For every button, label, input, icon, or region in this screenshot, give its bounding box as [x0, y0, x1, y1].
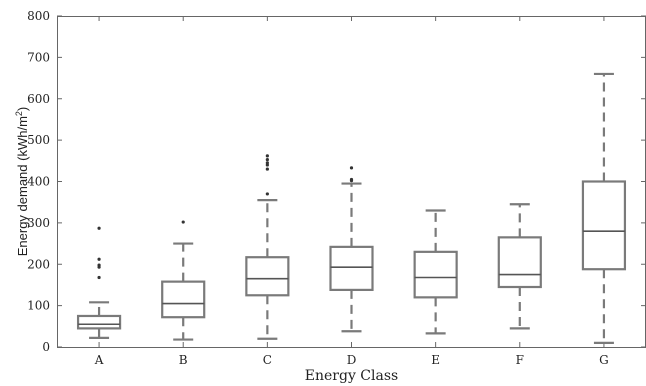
box-G	[581, 72, 627, 344]
y-tick-label: 700	[27, 50, 50, 64]
outlier-point	[265, 154, 269, 158]
x-tick-label: E	[431, 353, 440, 367]
y-axis-title: Energy demand (kWh/m2)	[14, 107, 30, 257]
outlier-point	[97, 263, 101, 267]
box-A	[76, 226, 122, 339]
outlier-point	[349, 177, 354, 182]
box-iqr	[497, 236, 542, 289]
box-B	[161, 220, 206, 341]
x-tick-label: A	[94, 353, 104, 367]
outlier-point	[349, 166, 354, 170]
x-tick-label: G	[599, 353, 609, 367]
outlier-point	[97, 257, 101, 261]
outlier-point	[265, 192, 269, 196]
box-E	[413, 209, 458, 335]
x-tick-label: D	[347, 353, 357, 367]
y-tick-label: 300	[27, 216, 50, 230]
x-tick-label: C	[263, 353, 272, 367]
outlier-point	[265, 157, 269, 162]
y-tick-label: 100	[27, 299, 50, 313]
outlier-point	[97, 275, 101, 280]
box-iqr	[329, 245, 374, 292]
y-axis-title-superscript: 2	[14, 111, 24, 116]
box-C	[245, 154, 290, 340]
y-axis-title-main: Energy demand (kWh/m	[15, 116, 30, 256]
y-tick-label: 500	[27, 133, 50, 147]
y-tick-label: 600	[27, 92, 50, 106]
box-iqr	[413, 250, 458, 299]
y-axis: 0 100 200 300 400 500 600 700 800	[27, 9, 646, 354]
x-axis-title: Energy Class	[305, 368, 398, 384]
box-iqr	[161, 280, 206, 319]
y-axis-title-close: )	[15, 107, 30, 111]
box-F	[497, 203, 542, 330]
x-axis: A B C D E F G	[94, 16, 609, 367]
boxes-layer	[76, 72, 627, 344]
x-tick-label: B	[179, 353, 188, 367]
y-tick-label: 400	[27, 175, 50, 189]
box-iqr	[581, 180, 627, 271]
box-iqr	[76, 314, 122, 330]
outlier-point	[265, 161, 269, 165]
box-D	[329, 166, 374, 333]
box-iqr	[245, 256, 290, 297]
outlier-point	[97, 226, 101, 230]
y-tick-label: 200	[27, 257, 50, 271]
outlier-point	[265, 167, 269, 171]
y-tick-label: 800	[27, 9, 50, 23]
outlier-point	[181, 220, 185, 224]
x-tick-label: F	[516, 353, 524, 367]
y-tick-label: 0	[42, 340, 50, 354]
